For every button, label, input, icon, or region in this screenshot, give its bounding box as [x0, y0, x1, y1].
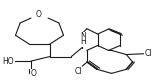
Text: HO: HO [3, 57, 14, 66]
Text: Cl: Cl [75, 67, 82, 76]
Text: H: H [80, 37, 86, 46]
Text: O: O [30, 69, 36, 78]
Text: Cl: Cl [145, 49, 152, 58]
Text: O: O [36, 10, 42, 19]
Text: N: N [80, 32, 86, 41]
